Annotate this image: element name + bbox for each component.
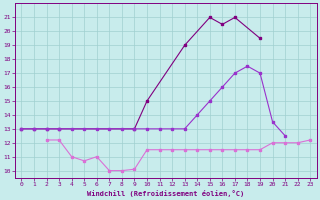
X-axis label: Windchill (Refroidissement éolien,°C): Windchill (Refroidissement éolien,°C) bbox=[87, 190, 244, 197]
